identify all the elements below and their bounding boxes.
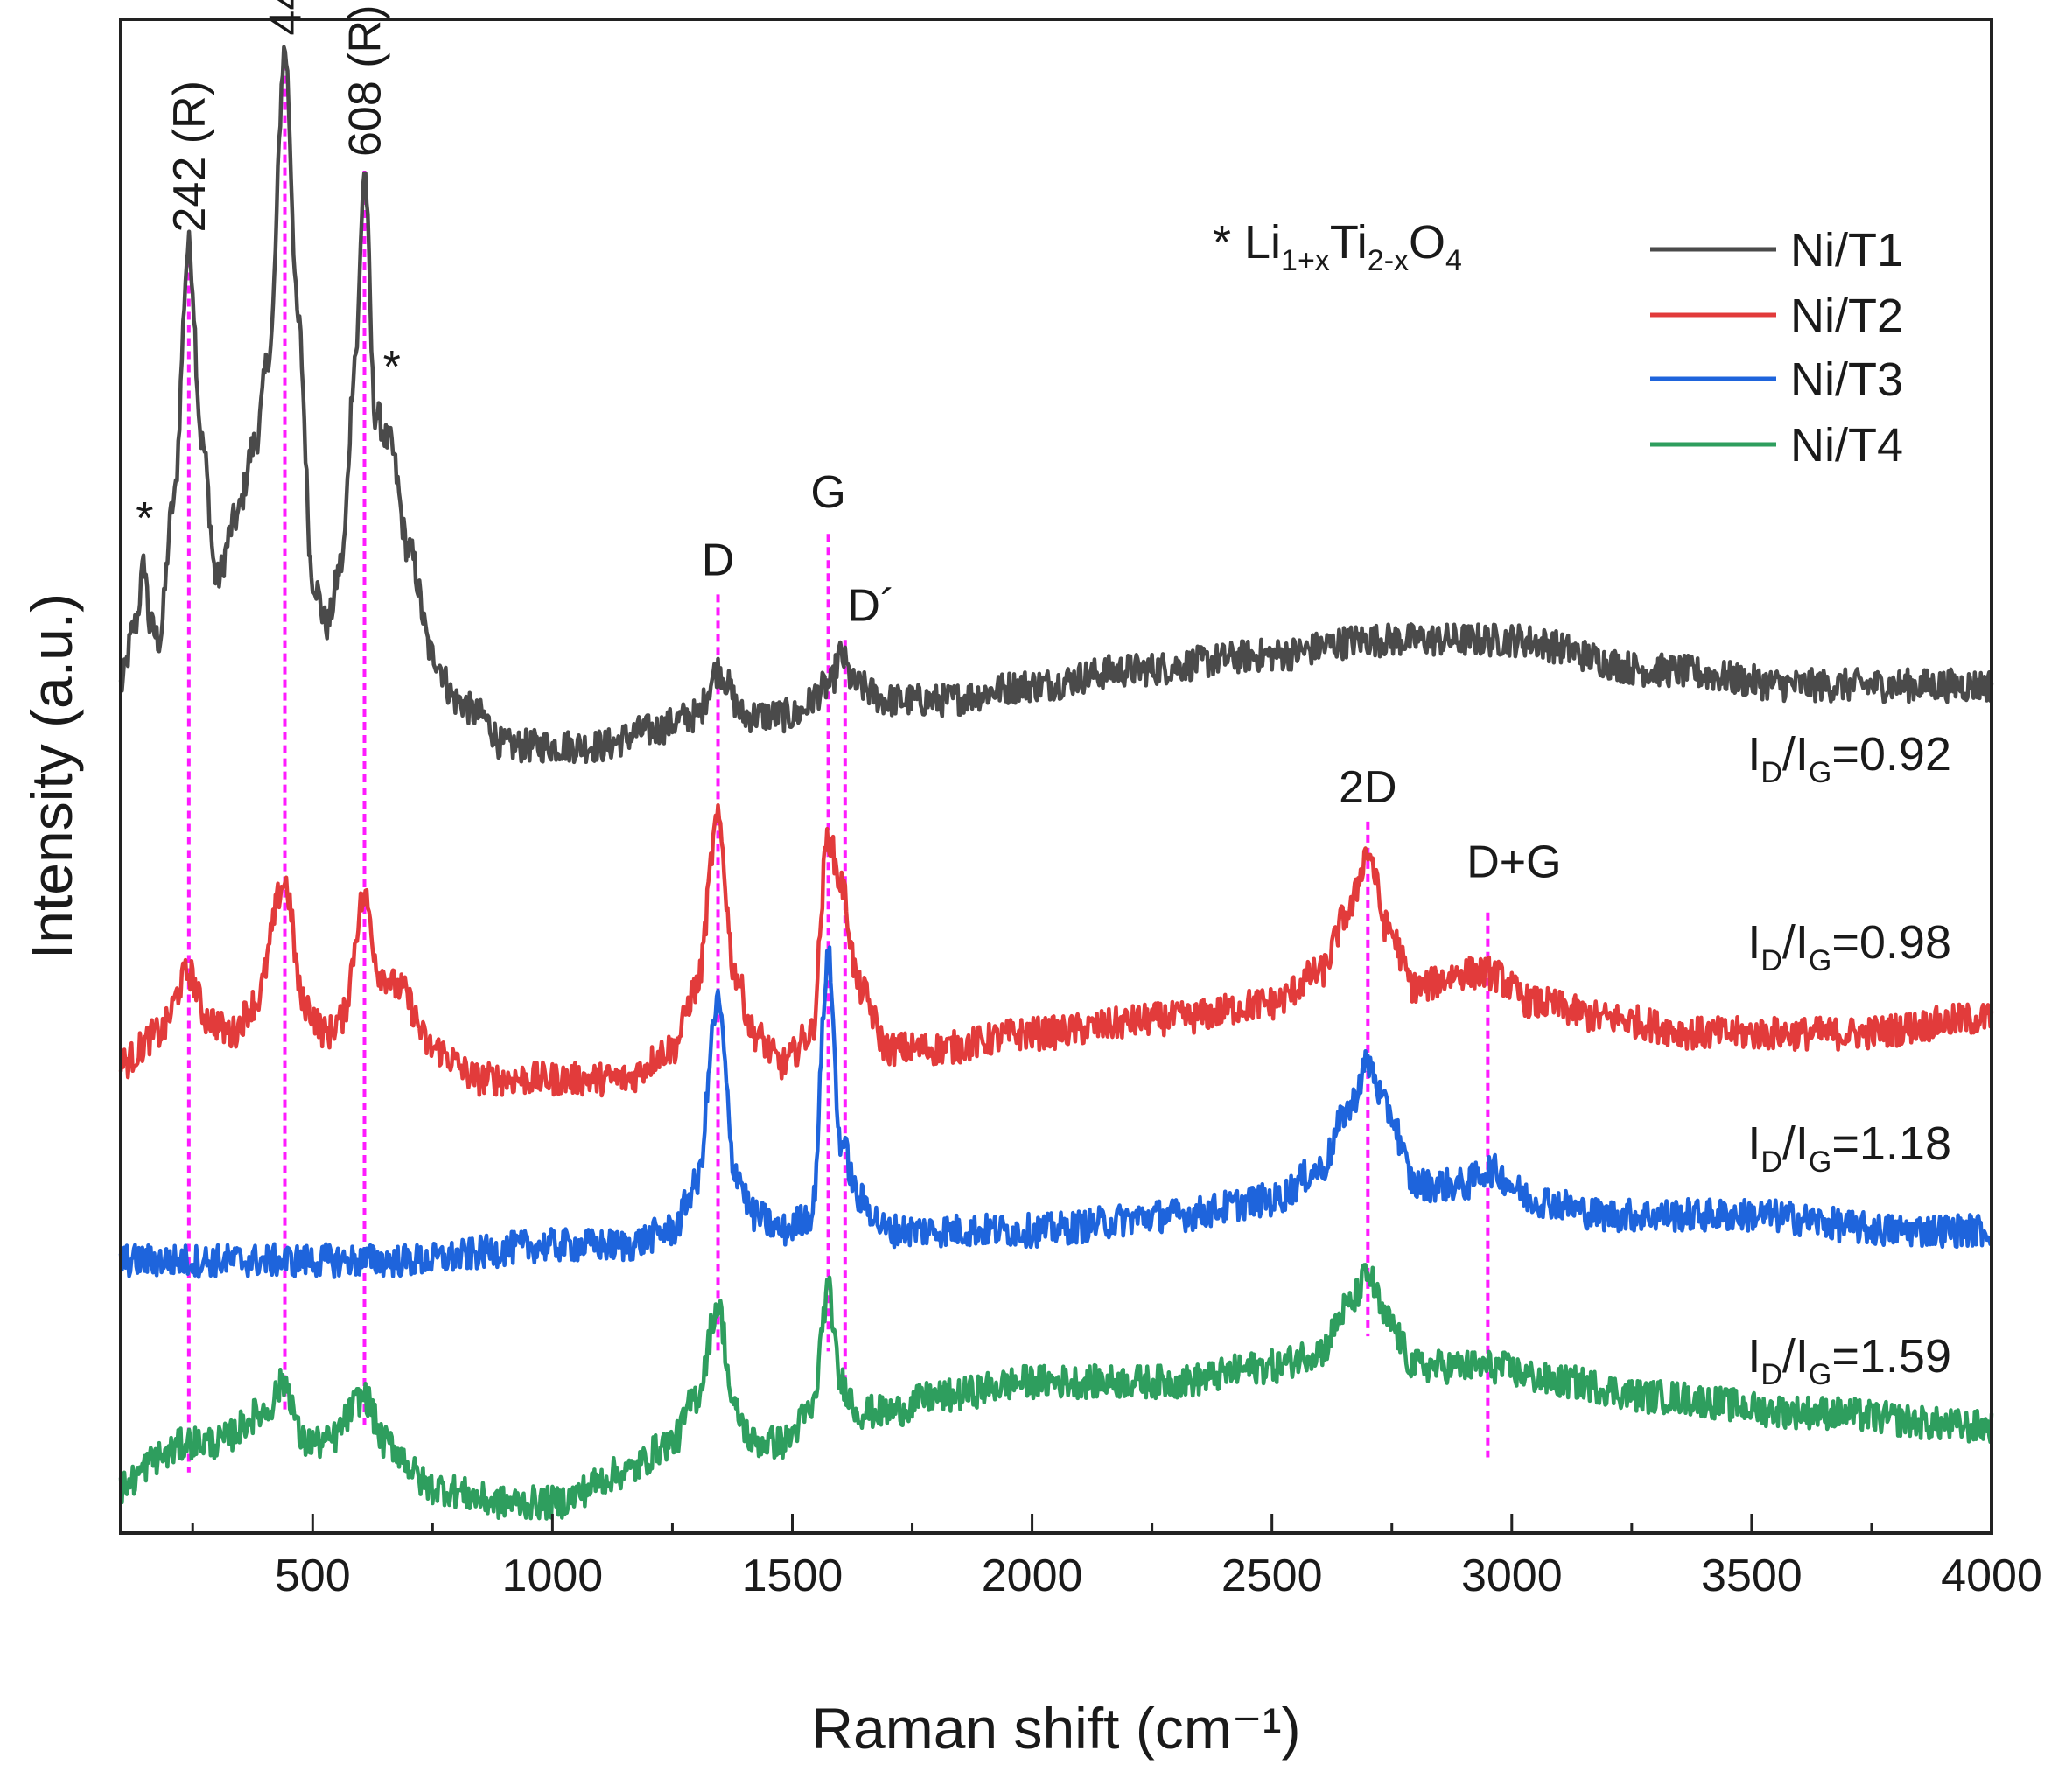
series-line-ni-t2 bbox=[118, 802, 1994, 1098]
compound-note: * Li1+xTi2-xO4 bbox=[1213, 216, 1462, 277]
x-tick-label: 3500 bbox=[1701, 1550, 1802, 1601]
x-tick-label: 2000 bbox=[982, 1550, 1083, 1601]
star-mark: * bbox=[383, 342, 401, 393]
peak-label: D bbox=[702, 535, 735, 585]
x-tick-label: 3000 bbox=[1461, 1550, 1563, 1601]
peak-label: 242 (R) bbox=[164, 80, 215, 232]
x-axis: 500 1000 1500 2000 2500 3000 3500 4000 bbox=[191, 1514, 2042, 1601]
compound-note-text: * Li1+xTi2-xO4 bbox=[1213, 216, 1462, 277]
x-axis-title: Raman shift (cm⁻¹) bbox=[811, 1696, 1300, 1760]
x-tick-label: 4000 bbox=[1941, 1550, 2042, 1601]
y-axis-title: Intensity (a.u.) bbox=[19, 593, 84, 959]
legend-label: Ni/T3 bbox=[1790, 354, 1903, 406]
ratio-label: ID/IG=1.59 bbox=[1747, 1330, 1951, 1391]
ratio-label: ID/IG=0.98 bbox=[1747, 916, 1951, 977]
series-layer bbox=[118, 45, 1994, 1521]
x-tick-label: 500 bbox=[275, 1550, 351, 1601]
legend-label: Ni/T2 bbox=[1790, 290, 1903, 342]
plot-frame bbox=[119, 18, 1993, 1535]
peak-label: 2D bbox=[1339, 762, 1396, 813]
series-line-ni-t1 bbox=[118, 45, 1994, 765]
ratio-label: ID/IG=1.18 bbox=[1747, 1117, 1951, 1179]
series-line-ni-t4 bbox=[118, 1263, 1994, 1521]
star-mark: * bbox=[136, 494, 153, 544]
x-tick-label: 1000 bbox=[502, 1550, 604, 1601]
legend-label: Ni/T4 bbox=[1790, 419, 1903, 472]
peak-label: D´ bbox=[847, 580, 895, 631]
peak-label: G bbox=[810, 467, 845, 518]
x-tick-label: 1500 bbox=[742, 1550, 844, 1601]
peak-label: 608 (R) bbox=[340, 5, 390, 157]
legend-label: Ni/T1 bbox=[1790, 224, 1903, 276]
legend: Ni/T1 Ni/T2 Ni/T3 Ni/T4 bbox=[1650, 224, 1903, 472]
ratio-label: ID/IG=0.92 bbox=[1747, 728, 1951, 789]
x-tick-label: 2500 bbox=[1222, 1550, 1323, 1601]
series-line-ni-t3 bbox=[118, 945, 1993, 1279]
peak-label: D+G bbox=[1466, 837, 1561, 888]
